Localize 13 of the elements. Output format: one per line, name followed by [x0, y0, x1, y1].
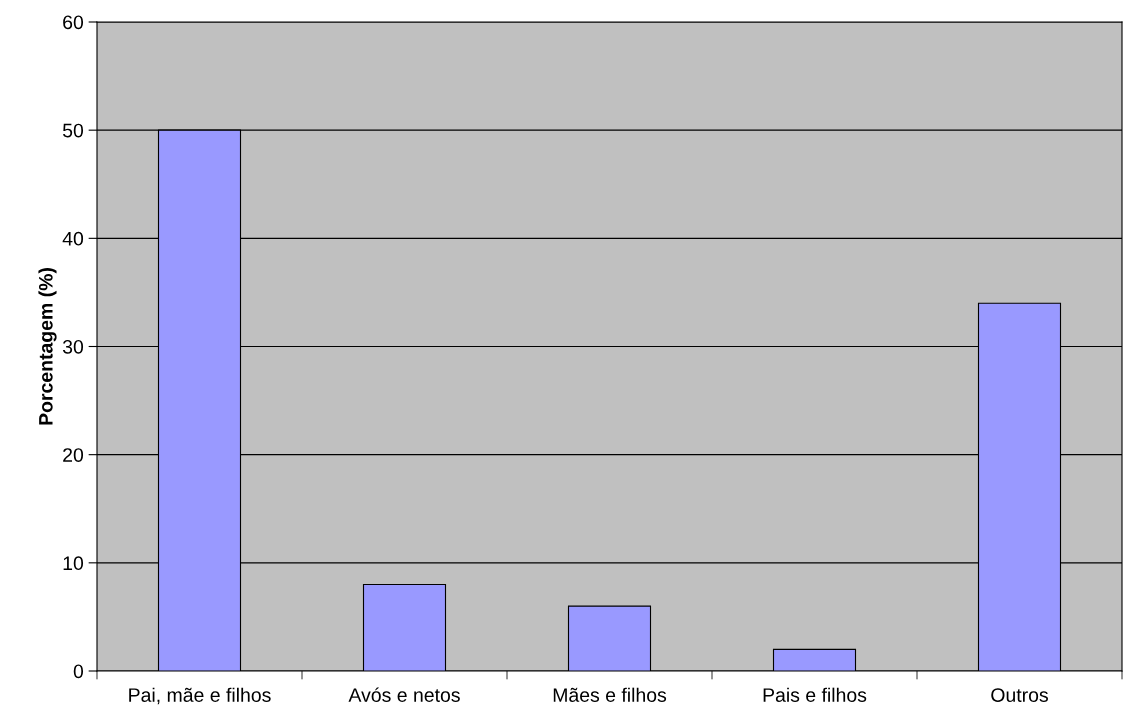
y-tick-label: 10 [63, 556, 84, 571]
x-tick-label: Pais e filhos [763, 687, 867, 702]
y-axis-title: Porcentagem (%) [38, 268, 57, 425]
y-tick-label: 0 [73, 664, 84, 679]
x-tick-label: Avós e netos [348, 687, 460, 702]
y-tick-label: 30 [62, 339, 84, 354]
x-tick-label: Outros [991, 688, 1048, 702]
x-tick-label: Mães e filhos [553, 687, 667, 702]
y-tick-label: 50 [62, 123, 84, 138]
y-tick-label: 60 [63, 15, 84, 30]
y-tick-label: 20 [63, 448, 84, 462]
y-tick-label: 40 [62, 231, 84, 246]
x-tick-label: Pai, mãe e filhos [129, 687, 271, 705]
